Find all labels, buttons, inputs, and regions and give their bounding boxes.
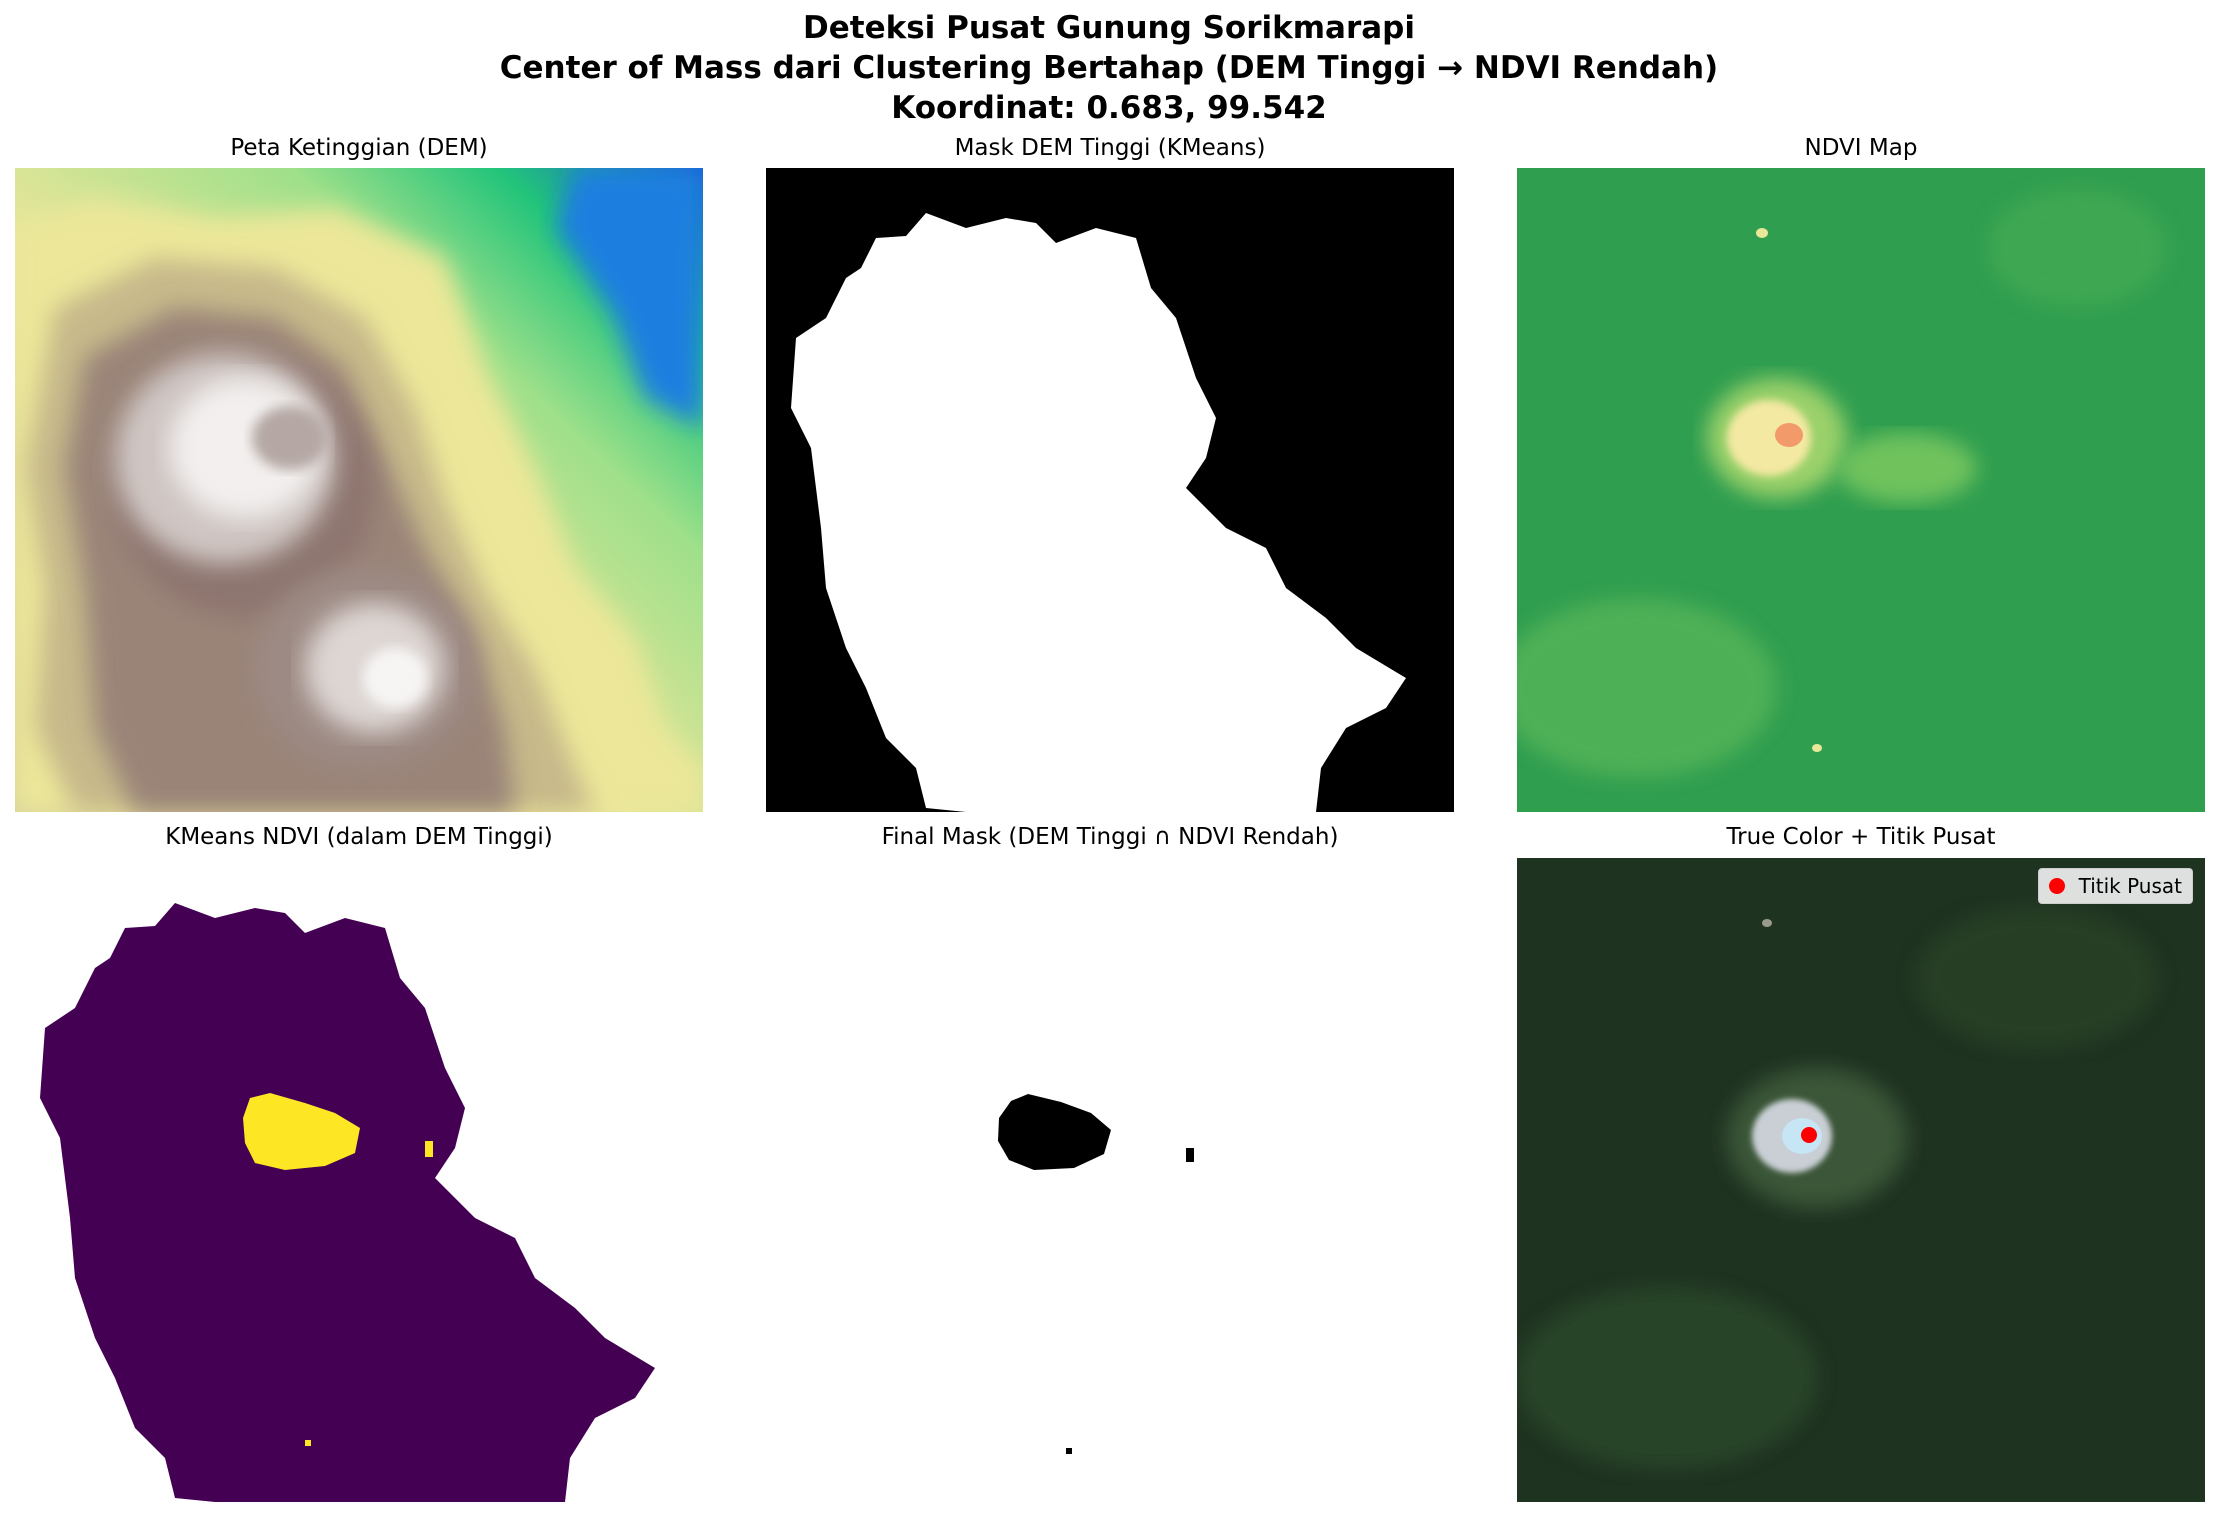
ndvi-map — [1517, 168, 2205, 812]
true-color-image — [1517, 858, 2205, 1502]
true-color-map: Titik Pusat — [1517, 858, 2205, 1502]
kmeans-cluster-high — [243, 1093, 360, 1170]
dem-high-mask — [766, 168, 1454, 812]
final-mask — [766, 858, 1454, 1502]
panel-title-kmeans-ndvi: KMeans NDVI (dalam DEM Tinggi) — [165, 824, 553, 850]
panel-title-true-color: True Color + Titik Pusat — [1726, 824, 1996, 850]
panel-title-final-mask: Final Mask (DEM Tinggi ∩ NDVI Rendah) — [881, 824, 1339, 850]
center-point-marker — [1801, 1127, 1817, 1143]
figure-title-line-3: Koordinat: 0.683, 99.542 — [891, 90, 1327, 126]
kmeans-ndvi-map — [15, 858, 703, 1502]
dem-elevation-image — [15, 168, 703, 812]
legend-label: Titik Pusat — [2078, 874, 2182, 898]
legend-marker — [2048, 878, 2065, 894]
figure-title: Deteksi Pusat Gunung Sorikmarapi Center … — [0, 8, 2218, 128]
panel-title-dem-mask: Mask DEM Tinggi (KMeans) — [954, 135, 1266, 161]
legend: Titik Pusat — [2037, 868, 2193, 904]
panel-title-ndvi: NDVI Map — [1804, 135, 1918, 161]
kmeans-cluster-low — [40, 903, 655, 1502]
panel-title-dem: Peta Ketinggian (DEM) — [230, 135, 488, 161]
figure-title-line-1: Deteksi Pusat Gunung Sorikmarapi — [803, 10, 1415, 46]
dem-high-mask-image — [766, 168, 1454, 812]
ndvi-map-image — [1517, 168, 2205, 812]
kmeans-ndvi-image — [15, 858, 703, 1502]
final-mask-image — [766, 858, 1454, 1502]
dem-elevation-map — [15, 168, 703, 812]
figure-title-line-2: Center of Mass dari Clustering Bertahap … — [499, 50, 1719, 86]
